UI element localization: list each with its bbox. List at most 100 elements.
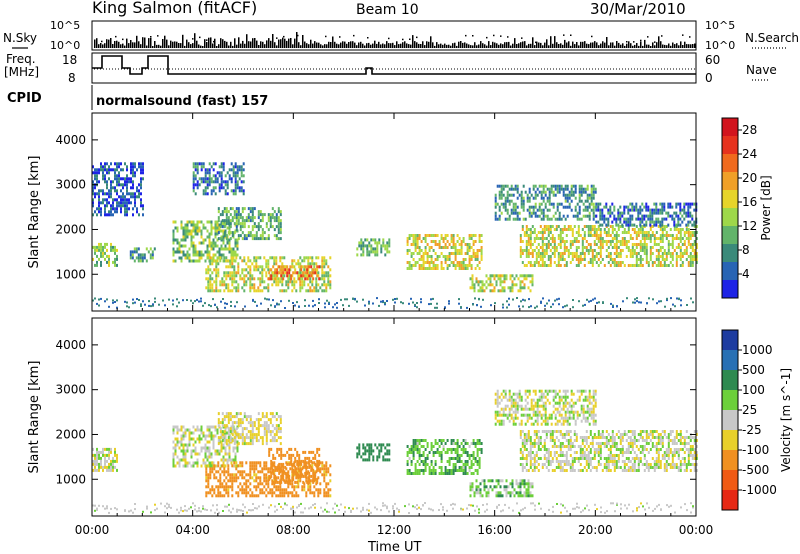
power-cell [591, 255, 594, 258]
noise-bar [554, 36, 556, 48]
power-cell [124, 210, 126, 214]
power-cell [550, 184, 553, 188]
power-cell [140, 171, 142, 175]
power-cell [378, 241, 381, 245]
power-cell [233, 216, 236, 220]
power-cell [562, 214, 565, 218]
power-cell [597, 237, 600, 240]
vel-cell [196, 428, 199, 432]
power-cell [321, 283, 324, 287]
power-cell [575, 231, 578, 234]
cpid-label: CPID [7, 91, 42, 106]
power-cell [615, 255, 618, 258]
vel-cell [217, 491, 220, 495]
power-cell [599, 202, 602, 206]
power-cell [663, 225, 666, 228]
vel-cell [213, 464, 216, 468]
power-cell [546, 214, 549, 218]
power-cell [666, 299, 668, 302]
vel-cell [329, 488, 332, 492]
vel-cell [291, 467, 294, 471]
power-cell [118, 195, 120, 199]
vel-cell [382, 458, 385, 462]
power-cell [223, 271, 226, 275]
power-cell [607, 217, 610, 221]
power-cell [560, 187, 563, 191]
power-cell [271, 213, 274, 217]
vel-cell [312, 474, 315, 478]
power-cell [548, 208, 551, 212]
vel-cell [207, 464, 210, 468]
noise-bar [456, 45, 458, 48]
power-cell [217, 237, 220, 241]
power-cell [299, 283, 302, 287]
power-cell [693, 202, 696, 206]
power-cell [661, 237, 664, 240]
noise-bar [368, 42, 370, 48]
vel-cell [289, 467, 292, 471]
power-cell [508, 193, 511, 197]
power-cell [192, 189, 195, 193]
vel-cell [237, 418, 240, 422]
vel-cell [114, 450, 116, 454]
vel-cell [226, 431, 229, 435]
power-cell [598, 301, 600, 304]
vel-cell [208, 425, 211, 429]
power-cell [233, 210, 236, 214]
power-cell [408, 249, 411, 252]
power-cell [251, 234, 254, 238]
power-cell [414, 303, 416, 306]
noise-bar [376, 43, 378, 48]
power-cell [253, 237, 256, 241]
power-cell [130, 195, 132, 199]
power-cell [261, 271, 264, 275]
noise-bar [270, 40, 272, 48]
power-cell [412, 258, 415, 261]
vel-cell [269, 439, 272, 443]
power-cell [657, 261, 660, 264]
power-cell [594, 187, 597, 191]
vel-cell [313, 491, 316, 495]
power-cell [549, 225, 552, 228]
power-cell [613, 237, 616, 240]
power-cell [229, 231, 232, 235]
power-cell [633, 208, 636, 212]
power-cell [632, 301, 634, 304]
power-cell [474, 297, 476, 300]
power-cell [257, 265, 260, 269]
power-cell [444, 306, 446, 309]
power-cell [619, 211, 622, 215]
power-cell [428, 261, 431, 264]
power-cell [679, 255, 682, 258]
power-cell [239, 216, 242, 220]
power-cell [126, 168, 128, 172]
power-cell [551, 240, 554, 243]
power-cell [206, 192, 209, 196]
power-cell [120, 198, 122, 202]
noise-bar [180, 43, 182, 48]
vel-cell [301, 485, 304, 489]
power-cell [546, 217, 549, 221]
power-cell [106, 213, 108, 217]
noise-bar [664, 44, 666, 48]
vel-cell [243, 470, 246, 474]
power-cell [629, 264, 632, 267]
noise-bar [404, 41, 406, 48]
power-cell [561, 231, 564, 234]
power-cell [659, 202, 662, 206]
power-cell [208, 183, 211, 187]
power-cell [495, 280, 498, 284]
power-cell [312, 277, 315, 281]
noise-bar [164, 35, 166, 48]
power-cell [110, 210, 112, 214]
power-cell [541, 240, 544, 243]
vel-cell [233, 479, 236, 483]
power-cell [261, 274, 264, 278]
power-cell [506, 196, 509, 200]
power-cell [247, 265, 250, 269]
power-cell [344, 298, 346, 301]
power-cell [665, 237, 668, 240]
vel-cell [202, 446, 205, 450]
vel-cell [218, 452, 221, 456]
power-cell [643, 252, 646, 255]
